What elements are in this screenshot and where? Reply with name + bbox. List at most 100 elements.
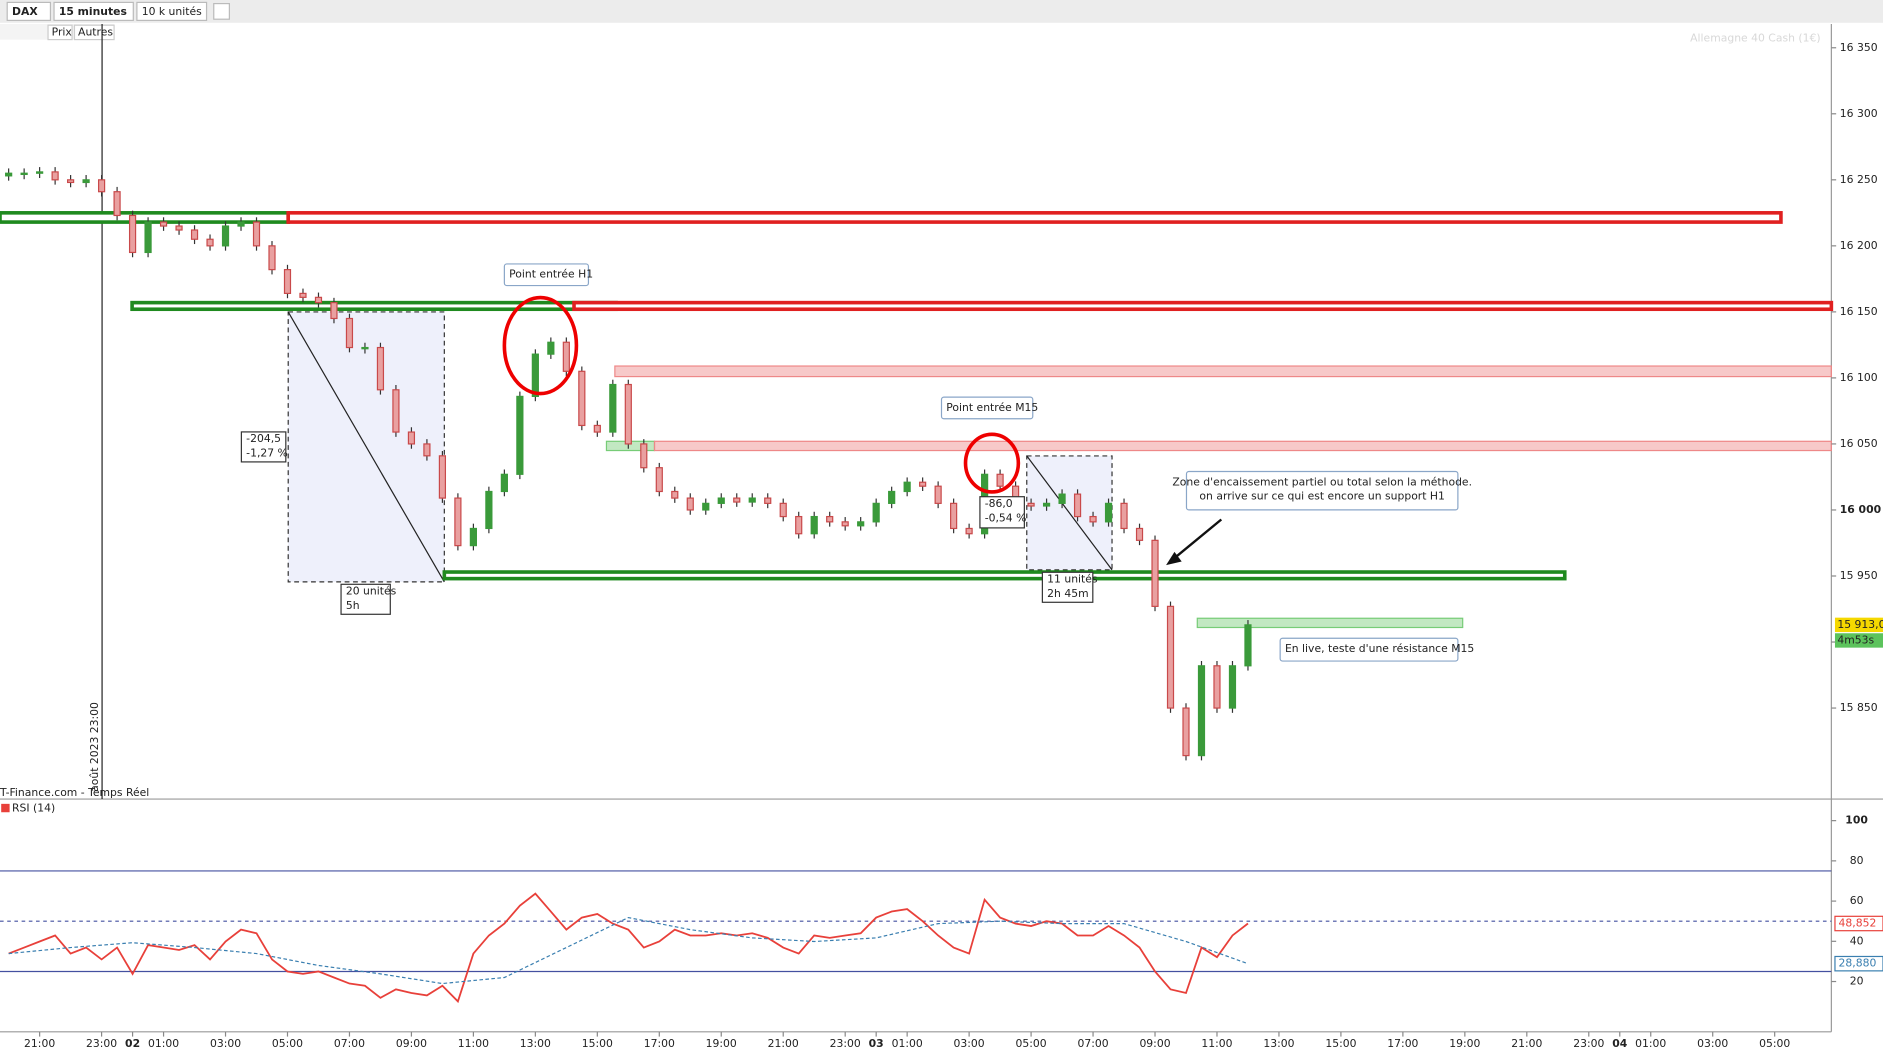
watermark-title: Allemagne 40 Cash (1€) bbox=[1690, 31, 1820, 44]
candle-body bbox=[485, 490, 493, 530]
candle-body bbox=[206, 238, 214, 247]
annotation-box bbox=[503, 263, 590, 287]
candle-body bbox=[67, 179, 75, 184]
y-tick-label: 15 850 bbox=[1840, 701, 1878, 714]
candle-body bbox=[795, 515, 803, 535]
highlight-circle bbox=[963, 432, 1021, 494]
x-tick-label: 03 bbox=[869, 1037, 884, 1050]
tool-button[interactable] bbox=[213, 2, 230, 20]
candle-body bbox=[857, 521, 865, 527]
candle-body bbox=[950, 502, 958, 530]
x-tick-label: 09:00 bbox=[396, 1037, 427, 1050]
annotation-box bbox=[240, 431, 287, 463]
candle-body bbox=[252, 221, 261, 247]
candle-body bbox=[624, 383, 632, 445]
candle-body bbox=[764, 497, 772, 504]
x-tick-label: 23:00 bbox=[830, 1037, 861, 1050]
x-tick-label: 13:00 bbox=[520, 1037, 551, 1050]
annotation-box bbox=[340, 583, 391, 615]
x-tick-label: 19:00 bbox=[706, 1037, 737, 1050]
measure-diagonal bbox=[287, 311, 445, 583]
annotation-text: Point entrée H1 bbox=[509, 268, 593, 281]
candle-body bbox=[113, 191, 121, 217]
size: 10 k unités bbox=[142, 5, 202, 18]
timeframe: 15 minutes bbox=[59, 5, 127, 18]
ma-last-tag bbox=[1834, 955, 1883, 972]
instrument: DAX bbox=[12, 5, 38, 18]
marker-label: août 2023 23:00 bbox=[88, 702, 101, 792]
y-tick-label: 100 bbox=[1845, 814, 1868, 827]
x-tick-label: 01:00 bbox=[1635, 1037, 1666, 1050]
rsi-swatch bbox=[1, 803, 10, 813]
y-tick-label: 16 350 bbox=[1840, 41, 1878, 54]
candle-body bbox=[826, 515, 834, 523]
candle-body bbox=[996, 473, 1004, 487]
candle-body bbox=[392, 389, 400, 433]
annotation-box bbox=[1185, 470, 1459, 511]
candle-body bbox=[531, 353, 539, 397]
annotation-text: En live, teste d'une résistance M15 bbox=[1285, 642, 1474, 655]
candle-body bbox=[376, 346, 385, 391]
candle-body bbox=[810, 515, 818, 535]
candle-body bbox=[888, 490, 896, 504]
candle-body bbox=[1228, 665, 1237, 709]
candle-body bbox=[562, 341, 570, 372]
annotation-box bbox=[979, 496, 1025, 529]
y-tick-label: 80 bbox=[1850, 854, 1864, 867]
candle-body bbox=[717, 497, 725, 504]
candle-body bbox=[5, 172, 13, 177]
y-tick-label: 16 250 bbox=[1840, 173, 1878, 186]
candle-body bbox=[593, 424, 601, 433]
candle-body bbox=[919, 481, 927, 487]
x-tick-label: 13:00 bbox=[1263, 1037, 1294, 1050]
timeframe-select[interactable] bbox=[53, 1, 134, 21]
rsi-ma-line bbox=[8, 916, 1249, 985]
annotation-text: Zone d'encaissement partiel ou total sel… bbox=[1172, 475, 1472, 488]
x-tick-label: 21:00 bbox=[768, 1037, 799, 1050]
candle-body bbox=[1182, 707, 1190, 757]
candle-body bbox=[1089, 515, 1097, 523]
prix-button[interactable] bbox=[47, 24, 73, 41]
x-tick-label: 15:00 bbox=[1325, 1037, 1356, 1050]
candle-body bbox=[779, 502, 787, 518]
x-tick-label: 17:00 bbox=[1387, 1037, 1418, 1050]
candle-body bbox=[1135, 527, 1144, 541]
ma-last-label: 28,880 bbox=[1839, 957, 1877, 970]
y-tick-label: 16 000 bbox=[1840, 503, 1881, 516]
x-tick-label: 15:00 bbox=[582, 1037, 613, 1050]
candle-body bbox=[144, 221, 152, 254]
candle-body bbox=[500, 473, 508, 493]
price-zone bbox=[130, 300, 618, 312]
y-tick-label: 60 bbox=[1850, 894, 1864, 907]
x-tick-label: 17:00 bbox=[644, 1037, 675, 1050]
candle-body bbox=[221, 225, 230, 247]
x-tick-label: 07:00 bbox=[334, 1037, 365, 1050]
size-select[interactable] bbox=[136, 1, 208, 21]
y-tick-label: 16 200 bbox=[1840, 239, 1878, 252]
annotation-box bbox=[1041, 571, 1094, 603]
candle-body bbox=[190, 229, 199, 240]
x-tick-label: 21:00 bbox=[1511, 1037, 1542, 1050]
candle-body bbox=[36, 171, 44, 174]
x-tick-label: 01:00 bbox=[892, 1037, 923, 1050]
autres-button[interactable] bbox=[73, 24, 115, 41]
price-zone bbox=[572, 300, 1834, 312]
candle-body bbox=[128, 214, 137, 254]
candle-body bbox=[640, 443, 648, 469]
x-tick-label: 11:00 bbox=[458, 1037, 489, 1050]
candle-body bbox=[1197, 665, 1206, 757]
x-tick-label: 19:00 bbox=[1449, 1037, 1480, 1050]
button-label: Prix bbox=[52, 25, 73, 38]
y-tick-label: 16 150 bbox=[1840, 305, 1878, 318]
instrument-select[interactable] bbox=[6, 1, 52, 21]
candle-body bbox=[469, 527, 477, 547]
candle-body bbox=[1120, 502, 1128, 530]
annotation-text: Point entrée M15 bbox=[946, 401, 1038, 414]
x-tick-label: 03:00 bbox=[954, 1037, 985, 1050]
candle-body bbox=[578, 370, 586, 427]
candle-body bbox=[965, 527, 973, 535]
y-tick-label: 40 bbox=[1850, 934, 1864, 947]
arrow-head bbox=[1166, 551, 1182, 566]
price-zone bbox=[653, 440, 1832, 452]
